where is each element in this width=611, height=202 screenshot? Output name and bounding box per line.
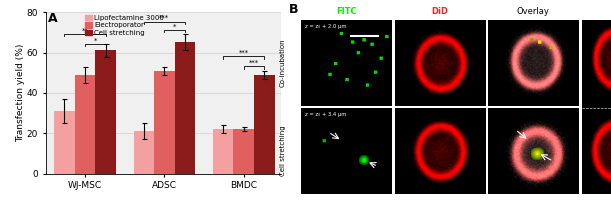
Text: DiD: DiD: [431, 7, 448, 16]
Text: **: **: [82, 27, 89, 33]
Bar: [233, 129, 254, 174]
Bar: [175, 42, 195, 174]
Bar: [213, 129, 233, 174]
Bar: [154, 71, 175, 174]
Text: ***: ***: [249, 60, 259, 66]
Text: *: *: [173, 23, 177, 29]
Text: z = z₀ + 3.4 μm: z = z₀ + 3.4 μm: [305, 112, 346, 117]
Legend: Lipofectamine 3000, Electroporator, Cell stretching: Lipofectamine 3000, Electroporator, Cell…: [84, 14, 165, 37]
Text: *: *: [93, 37, 97, 43]
Y-axis label: Transfection yield (%): Transfection yield (%): [16, 44, 25, 142]
Bar: [95, 50, 116, 174]
Text: z = z₀ + 2.0 μm: z = z₀ + 2.0 μm: [305, 24, 346, 29]
Text: ***: ***: [159, 15, 169, 21]
Bar: [54, 111, 75, 174]
Text: Co-incubation: Co-incubation: [280, 39, 286, 87]
Text: B: B: [288, 3, 298, 16]
Text: ***: ***: [239, 49, 249, 56]
Bar: [134, 131, 154, 174]
Text: Overlay: Overlay: [517, 7, 550, 16]
Text: A: A: [48, 12, 57, 25]
Bar: [254, 75, 274, 174]
Text: Cell stretching: Cell stretching: [280, 126, 286, 176]
Text: FITC: FITC: [336, 7, 357, 16]
Bar: [75, 75, 95, 174]
